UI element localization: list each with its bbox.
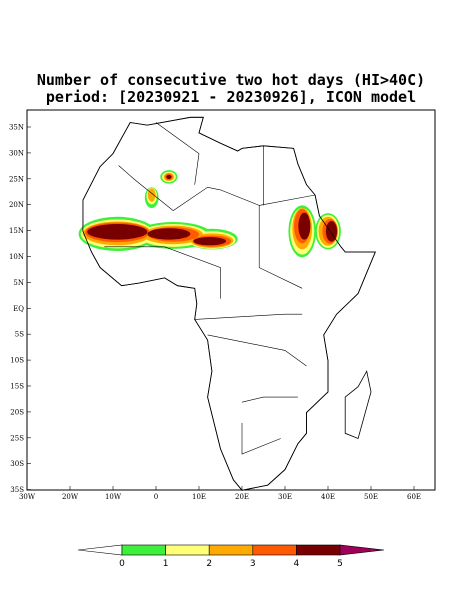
colorbar-segment [121,544,166,556]
lat-label: 20S [10,408,24,416]
lon-label: 10W [105,493,122,501]
lat-label: 35N [9,124,24,132]
lat-label: 30N [9,149,24,157]
lon-label: 50E [364,493,378,501]
island [344,370,372,440]
colorbar-over [339,544,385,556]
border [241,423,281,455]
lon-label: 20W [62,493,79,501]
lat-label: 30S [10,460,24,468]
title-line: period: [20230921 - 20230926], ICON mode… [46,88,416,106]
colorbar-label: 0 [119,559,125,569]
heat-area [325,220,338,242]
border [155,122,200,185]
heat-area [87,224,148,240]
colorbar-label: 4 [294,559,300,569]
title-line: Number of consecutive two hot days (HI>4… [37,71,425,89]
colorbar-segment [296,544,341,556]
lat-label: 15N [9,227,24,235]
lat-label: 5S [15,331,24,339]
colorbar-segment [208,544,254,556]
lon-label: 30W [19,493,36,501]
colorbar-label: 3 [250,559,256,569]
lat-label: 25N [9,175,24,183]
lat-label: 20N [9,201,24,209]
colorbar-label: 5 [337,559,343,569]
border [220,189,303,289]
lat-label: 35S [10,486,24,494]
colorbar-segment [252,544,297,556]
colorbar-label: 2 [206,559,212,569]
lon-label: 30E [278,493,292,501]
border [104,246,221,299]
lat-label: EQ [13,305,24,313]
border [118,165,221,211]
heat-area [147,188,156,202]
lat-label: 5N [13,279,24,287]
lon-label: 20E [235,493,249,501]
border [194,313,303,320]
heat-area [147,228,191,240]
lon-label: 10E [192,493,206,501]
lat-label: 10S [10,357,24,365]
lat-label: 10N [9,253,24,261]
lat-label: 15S [10,383,24,391]
border [207,334,307,367]
continent-outline [82,116,376,491]
border [259,194,316,206]
lon-label: 0 [154,493,158,501]
colorbar-segment [165,544,210,556]
map-frame [26,109,436,491]
border [241,396,298,403]
map [78,116,376,491]
colorbar-label: 1 [163,559,169,569]
heat-area [193,236,227,246]
heat-area [166,174,172,179]
lon-label: 60E [407,493,421,501]
lat-label: 25S [10,434,24,442]
lon-label: 40E [321,493,335,501]
heat-area [298,212,311,240]
